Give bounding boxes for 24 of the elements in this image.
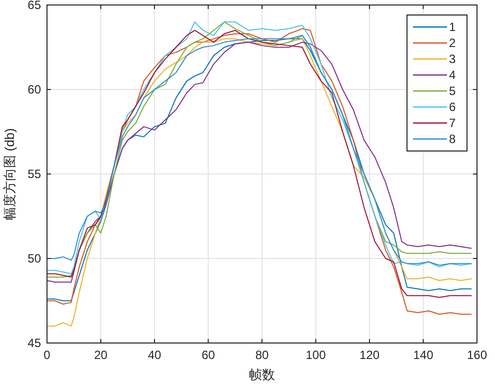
- x-tick-label: 40: [148, 348, 162, 362]
- y-tick-label: 45: [28, 336, 42, 350]
- y-tick-label: 65: [28, 0, 42, 12]
- x-tick-label: 20: [94, 348, 108, 362]
- legend-label: 2: [449, 36, 456, 50]
- x-tick-label: 140: [413, 348, 434, 362]
- x-tick-label: 60: [202, 348, 216, 362]
- legend-label: 1: [449, 20, 456, 34]
- x-tick-label: 160: [466, 348, 488, 362]
- legend-label: 5: [449, 84, 456, 98]
- x-tick-label: 120: [359, 348, 380, 362]
- y-tick-label: 55: [28, 167, 42, 182]
- legend-label: 7: [449, 116, 456, 130]
- x-tick-label: 80: [255, 348, 269, 362]
- legend-label: 6: [449, 100, 456, 114]
- x-tick-label: 100: [306, 348, 326, 362]
- legend-label: 4: [449, 68, 456, 82]
- legend-label: 8: [449, 132, 456, 146]
- x-axis-title: 帧数: [249, 367, 275, 382]
- y-tick-label: 60: [28, 82, 42, 97]
- legend-label: 3: [449, 52, 456, 66]
- y-axis-title: 幅度方向图 (db): [2, 128, 17, 220]
- y-tick-label: 50: [28, 252, 42, 266]
- x-tick-label: 0: [44, 348, 51, 362]
